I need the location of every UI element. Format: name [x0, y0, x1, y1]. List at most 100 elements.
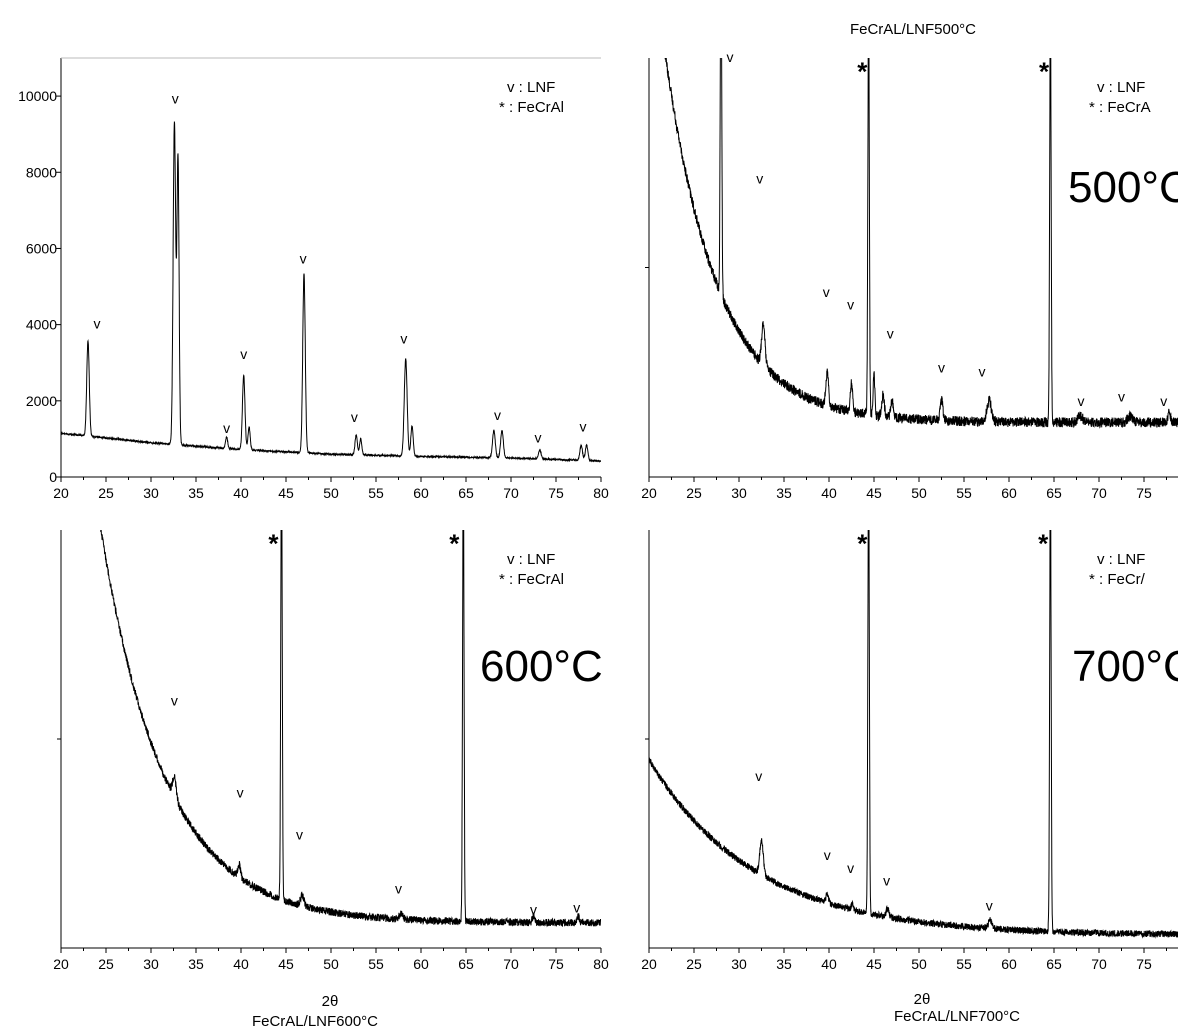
lnf-peak-marker: v	[1078, 393, 1085, 409]
x-tick-label: 60	[1001, 485, 1017, 501]
bottom-caption-left: FeCrAL/LNF600°C	[252, 1013, 378, 1028]
lnf-peak-marker: v	[530, 902, 537, 918]
x-tick-label: 20	[641, 485, 657, 501]
y-tick-label: 10000	[18, 88, 57, 104]
bottom-caption-right: FeCrAL/LNF700°C	[894, 1008, 1020, 1025]
lnf-peak-marker: v	[223, 420, 230, 436]
x-tick-label: 25	[98, 485, 114, 501]
fecral-peak-marker: *	[857, 56, 868, 86]
lnf-peak-marker: v	[938, 359, 945, 375]
x-tick-label: 45	[278, 485, 294, 501]
temperature-label: 700°C	[1072, 642, 1178, 691]
temperature-label: 500°C	[1068, 163, 1178, 212]
y-tick-label: 6000	[26, 240, 57, 256]
spectrum-line	[100, 530, 601, 928]
x-tick-label: 30	[143, 956, 159, 972]
x-tick-label: 30	[731, 485, 747, 501]
chart-panel-600: 20 25 30 35 40 45 50 55 60 65 70 75 80 * * v v v v v v v : LN…	[53, 528, 609, 972]
fecral-peak-marker: *	[1039, 56, 1050, 86]
x-tick-label: 35	[188, 956, 204, 972]
lnf-peak-marker: v	[535, 430, 542, 446]
x-tick-label: 55	[368, 485, 384, 501]
lnf-peak-marker: v	[727, 49, 734, 65]
x-tick-label: 45	[866, 956, 882, 972]
legend-entry: v : LNF	[507, 79, 555, 96]
lnf-peak-marker: v	[823, 284, 830, 300]
x-tick-label: 40	[821, 485, 837, 501]
x-tick-label: 60	[413, 485, 429, 501]
x-tick-label: 40	[233, 485, 249, 501]
x-tick-label: 75	[1136, 485, 1152, 501]
y-tick-label: 8000	[26, 164, 57, 180]
x-tick-label: 75	[548, 956, 564, 972]
legend-entry: v : LNF	[1097, 79, 1145, 96]
x-tick-label: 70	[503, 956, 519, 972]
lnf-peak-marker: v	[573, 899, 580, 915]
chart-panel-500: 20 25 30 35 40 45 50 55 60 65 70 75 v * * v v v v v v v v v v : …	[641, 49, 1178, 501]
fecral-peak-marker: *	[1038, 528, 1049, 558]
x-tick-label: 30	[143, 485, 159, 501]
x-tick-label: 40	[821, 956, 837, 972]
lnf-peak-marker: v	[240, 346, 247, 362]
lnf-peak-marker: v	[1160, 393, 1167, 409]
top-caption: FeCrAL/LNF500°C	[850, 21, 976, 38]
lnf-peak-marker: v	[979, 363, 986, 379]
chart-panels: 20 25 30 35 40 45 50 55 60 65 70 75 80 0 2000 4000 6000 8…	[18, 49, 1178, 972]
x-tick-label: 80	[593, 956, 609, 972]
x-tick-label: 55	[368, 956, 384, 972]
legend-entry: * : FeCrA	[1089, 99, 1151, 116]
y-tick-label: 0	[49, 469, 57, 485]
x-tick-label: 35	[776, 956, 792, 972]
lnf-peak-marker: v	[847, 296, 854, 312]
chart-panel-raw: 20 25 30 35 40 45 50 55 60 65 70 75 80 0 2000 4000 6000 8…	[18, 57, 609, 501]
spectrum-line	[649, 530, 1178, 939]
lnf-peak-marker: v	[172, 91, 179, 107]
x-tick-label: 50	[911, 485, 927, 501]
legend-entry: v : LNF	[507, 551, 555, 568]
legend-entry: * : FeCr/	[1089, 571, 1146, 588]
x-tick-label: 50	[323, 956, 339, 972]
temperature-label: 600°C	[480, 642, 603, 691]
x-tick-label: 25	[686, 956, 702, 972]
legend-entry: * : FeCrAl	[499, 571, 564, 588]
x-tick-label: 80	[593, 485, 609, 501]
x-tick-label: 50	[323, 485, 339, 501]
lnf-peak-marker: v	[580, 418, 587, 434]
fecral-peak-marker: *	[268, 528, 279, 558]
x-tick-label: 25	[686, 485, 702, 501]
x-tick-label: 30	[731, 956, 747, 972]
lnf-peak-marker: v	[395, 881, 402, 897]
x-tick-label: 55	[956, 485, 972, 501]
x-tick-label: 45	[866, 485, 882, 501]
lnf-peak-marker: v	[400, 331, 407, 347]
lnf-peak-marker: v	[824, 847, 831, 863]
x-tick-label: 65	[1046, 485, 1062, 501]
x-tick-label: 70	[1091, 485, 1107, 501]
x-tick-label: 40	[233, 956, 249, 972]
spectrum-line	[664, 58, 1178, 429]
y-tick-label: 4000	[26, 317, 57, 333]
x-tick-label: 75	[548, 485, 564, 501]
lnf-peak-marker: v	[300, 251, 307, 267]
lnf-peak-marker: v	[351, 409, 358, 425]
lnf-peak-marker: v	[296, 826, 303, 842]
x-tick-label: 45	[278, 956, 294, 972]
x-tick-label: 35	[776, 485, 792, 501]
fecral-peak-marker: *	[857, 528, 868, 558]
lnf-peak-marker: v	[756, 171, 763, 187]
x-tick-label: 50	[911, 956, 927, 972]
lnf-peak-marker: v	[847, 860, 854, 876]
x-tick-label: 65	[458, 956, 474, 972]
lnf-peak-marker: v	[986, 897, 993, 913]
x-tick-label: 35	[188, 485, 204, 501]
y-tick-label: 2000	[26, 393, 57, 409]
legend-entry: * : FeCrAl	[499, 99, 564, 116]
lnf-peak-marker: v	[171, 693, 178, 709]
lnf-peak-marker: v	[883, 872, 890, 888]
x-tick-label: 20	[53, 485, 69, 501]
x-tick-label: 65	[458, 485, 474, 501]
lnf-peak-marker: v	[494, 407, 501, 423]
x-tick-label: 75	[1136, 956, 1152, 972]
x-tick-label: 60	[413, 956, 429, 972]
